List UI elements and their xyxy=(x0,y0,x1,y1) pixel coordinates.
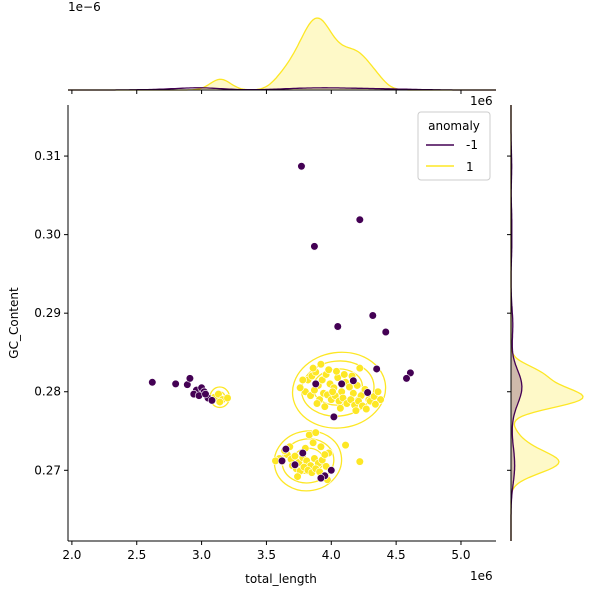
x-tick-label: 2.0 xyxy=(62,548,81,562)
y-tick-label: 0.29 xyxy=(34,306,61,320)
point-1 xyxy=(336,404,345,413)
point-1 xyxy=(341,441,350,450)
point--1 xyxy=(311,379,320,388)
point-1 xyxy=(298,375,307,385)
point-1 xyxy=(312,399,322,408)
point-1 xyxy=(215,397,224,407)
y-tick-label: 0.31 xyxy=(34,149,61,163)
point-1 xyxy=(355,364,364,373)
point-1 xyxy=(332,367,341,376)
point-1 xyxy=(362,404,371,414)
point-1 xyxy=(338,393,348,403)
point--1 xyxy=(355,215,364,224)
point-1 xyxy=(320,450,329,459)
kde-contour xyxy=(273,430,343,492)
point-1 xyxy=(351,406,361,415)
y-tick-label: 0.27 xyxy=(34,463,61,477)
y-tick-label: 0.30 xyxy=(34,228,61,242)
point--1 xyxy=(337,379,346,388)
point-1 xyxy=(346,395,355,404)
point--1 xyxy=(277,456,287,465)
legend-frame xyxy=(417,111,491,181)
point-1 xyxy=(309,364,318,373)
point--1 xyxy=(281,444,290,454)
point-1 xyxy=(309,438,318,447)
x-tick-label: 3.0 xyxy=(192,548,211,562)
point--1 xyxy=(148,378,157,387)
point-1 xyxy=(311,428,320,437)
point--1 xyxy=(171,379,180,388)
point-1 xyxy=(290,452,300,461)
point--1 xyxy=(207,396,217,405)
point--1 xyxy=(310,242,319,251)
point-1 xyxy=(355,457,364,466)
point-1 xyxy=(214,389,223,399)
point-1 xyxy=(316,360,326,369)
x-tick-label: 5.0 xyxy=(451,548,470,562)
x-axis-ticks: 2.0 2.5 3.0 3.5 4.0 4.5 5.0 xyxy=(62,541,471,562)
point-1 xyxy=(373,387,383,396)
x-tick-label: 3.5 xyxy=(257,548,276,562)
point-1 xyxy=(316,442,326,451)
y-axis-ticks: 0.27 0.28 0.29 0.30 0.31 xyxy=(34,149,68,477)
legend-title: anomaly xyxy=(428,119,480,133)
legend-label-1: 1 xyxy=(466,160,474,174)
point--1 xyxy=(201,389,210,399)
x-axis-label: total_length xyxy=(245,572,317,586)
point--1 xyxy=(406,368,415,377)
point-1 xyxy=(371,400,380,409)
point-1 xyxy=(318,375,327,385)
point--1 xyxy=(298,448,307,458)
point-1 xyxy=(345,382,354,392)
top-kde-fill-1 xyxy=(68,18,496,90)
point--1 xyxy=(316,474,326,483)
point--1 xyxy=(363,388,372,397)
point--1 xyxy=(329,412,338,421)
point--1 xyxy=(381,327,390,337)
x-tick-label: 4.0 xyxy=(322,548,341,562)
legend: anomaly -1 1 xyxy=(417,111,491,181)
top-marginal-panel: 1e−6 xyxy=(68,0,496,94)
right-kde-fill-1 xyxy=(511,105,583,541)
point--1 xyxy=(372,364,381,374)
kde-contour xyxy=(291,351,387,429)
x-offset-text: 1e6 xyxy=(470,569,493,583)
point--1 xyxy=(290,460,300,469)
y-tick-label: 0.28 xyxy=(34,385,61,399)
point--1 xyxy=(297,162,306,171)
point--1 xyxy=(185,374,195,383)
scatter-points xyxy=(148,162,415,484)
point--1 xyxy=(333,322,342,331)
point--1 xyxy=(402,374,411,383)
point-1 xyxy=(376,395,385,404)
point-1 xyxy=(328,387,337,396)
point--1 xyxy=(327,466,336,475)
top-marginal-ticks xyxy=(71,90,462,94)
point--1 xyxy=(368,311,377,320)
point-1 xyxy=(340,370,349,379)
point-1 xyxy=(296,383,305,392)
point-1 xyxy=(324,365,333,374)
point-1 xyxy=(293,472,302,481)
right-marginal-ticks xyxy=(507,155,511,471)
legend-label--1: -1 xyxy=(466,138,478,152)
point-1 xyxy=(306,391,315,400)
main-plot: 2.0 2.5 3.0 3.5 4.0 4.5 5.0 0.270.280.290.300.… xyxy=(7,105,496,586)
point--1 xyxy=(349,376,358,385)
x-tick-label: 4.5 xyxy=(387,548,406,562)
point-1 xyxy=(320,402,329,411)
right-marginal-panel: 1e6 xyxy=(470,94,584,541)
point-1 xyxy=(223,393,232,403)
x-tick-label: 2.5 xyxy=(127,548,146,562)
right-offset-text: 1e6 xyxy=(470,94,493,108)
top-offset-text: 1e−6 xyxy=(68,0,101,14)
y-axis-label: GC_Content xyxy=(7,287,21,359)
